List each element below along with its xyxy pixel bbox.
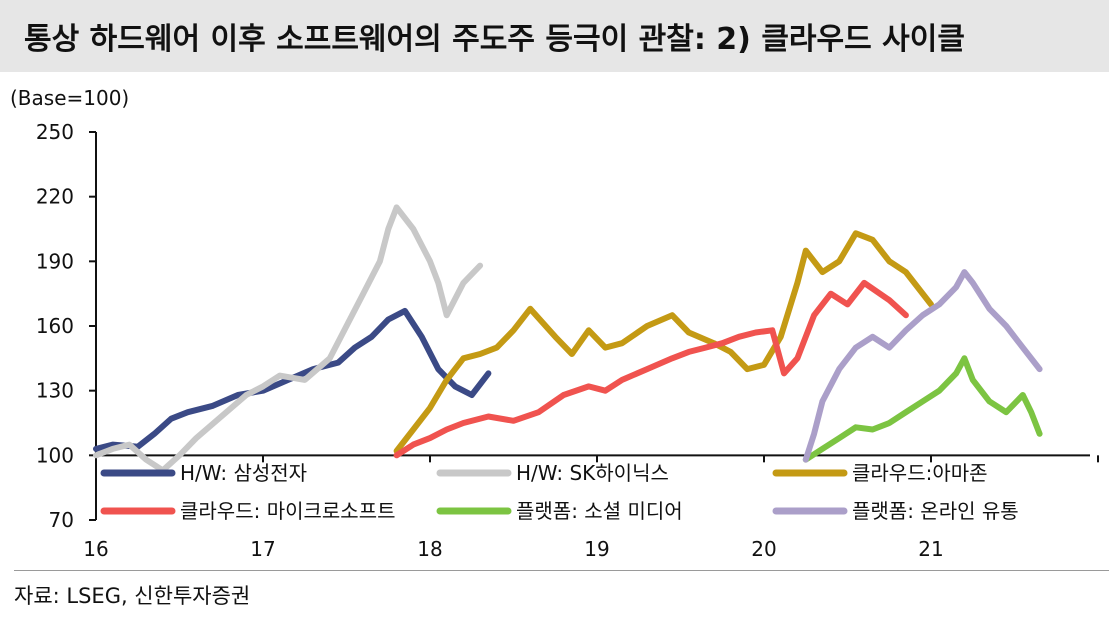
title-bar xyxy=(0,0,1109,72)
y-tick-label: 250 xyxy=(36,120,74,144)
legend-item-0: H/W: 삼성전자 xyxy=(100,461,307,485)
legend-item-1: H/W: SK하이닉스 xyxy=(436,461,669,485)
line-chart: (Base=100) 70 100 130 160 190 220 250 16 17 18 19 2… xyxy=(10,86,1099,561)
series-line-2 xyxy=(393,230,934,454)
x-tick-label: 21 xyxy=(918,537,943,561)
y-tick-label: 160 xyxy=(36,314,74,338)
legend-item-3: 클라우드: 마이크로소프트 xyxy=(100,499,396,523)
legend-item-2: 클라우드:아마존 xyxy=(772,461,988,485)
y-tick-label: 130 xyxy=(36,379,74,403)
legend-item-4: 플랫폼: 소셜 미디어 xyxy=(436,499,683,523)
x-tick-label: 16 xyxy=(83,537,108,561)
chart-title: 통상 하드웨어 이후 소프트웨어의 주도주 등극이 관찰: 2) 클라우드 사이… xyxy=(24,22,965,57)
legend-label: 플랫폼: 온라인 유통 xyxy=(852,499,1019,523)
series-line-5 xyxy=(802,269,1043,463)
legend-label: H/W: SK하이닉스 xyxy=(516,461,669,485)
y-tick-label: 190 xyxy=(36,249,74,273)
legend-label: 플랫폼: 소셜 미디어 xyxy=(516,499,683,523)
x-tick-label: 19 xyxy=(584,537,609,561)
series-line-3 xyxy=(393,279,909,459)
legend-item-5: 플랫폼: 온라인 유통 xyxy=(772,499,1019,523)
x-tick-label: 20 xyxy=(751,537,776,561)
series-line-4 xyxy=(802,355,1043,463)
footer-divider xyxy=(14,570,1109,571)
plot-area xyxy=(93,204,1043,474)
x-tick-label: 17 xyxy=(250,537,275,561)
axes: 70 100 130 160 190 220 250 16 17 18 19 20 21 xyxy=(36,120,1099,561)
y-tick-label: 70 xyxy=(49,508,74,532)
y-tick-label: 220 xyxy=(36,185,74,209)
y-tick-label: 100 xyxy=(36,443,74,467)
legend-label: 클라우드: 마이크로소프트 xyxy=(180,499,396,523)
legend-label: H/W: 삼성전자 xyxy=(180,461,307,485)
series-line-1 xyxy=(93,204,484,474)
y-axis-unit-label: (Base=100) xyxy=(10,86,129,110)
x-tick-label: 18 xyxy=(417,537,442,561)
source-note: 자료: LSEG, 신한투자증권 xyxy=(14,584,251,608)
legend-label: 클라우드:아마존 xyxy=(852,461,988,485)
